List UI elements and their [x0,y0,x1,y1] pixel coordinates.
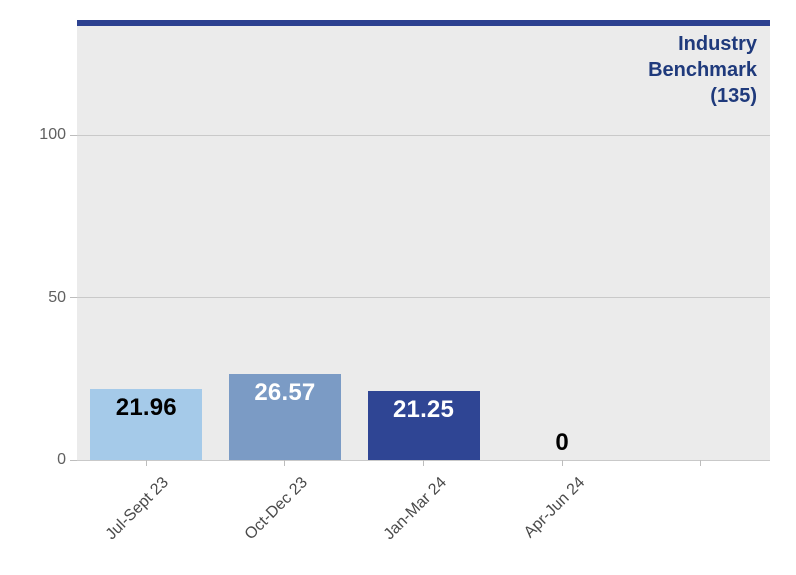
gridline-50 [77,297,770,298]
benchmark-label-line: (135) [710,85,757,107]
bar-jul-sept-23 [90,388,203,460]
x-axis-label: Oct-Dec 23 [241,474,311,544]
benchmark-label-line: Industry [678,33,757,55]
x-axis-label: Jan-Mar 24 [380,474,450,544]
x-axis-tick [561,460,563,466]
bar-jan-mar-24 [367,390,480,460]
x-axis-label: Apr-Jun 24 [520,474,589,542]
bar-value-label: 0 [555,429,569,456]
benchmark-line [77,20,770,26]
benchmark-label: Industry Benchmark (135) [648,31,757,109]
y-axis-tick [70,134,77,136]
x-axis-tick [700,460,702,466]
bar-value-label: 26.57 [254,378,316,406]
y-axis-tick-label: 50 [48,288,66,306]
benchmark-label-line: Benchmark [648,59,757,81]
bar-value-label: 21.25 [392,395,455,423]
x-axis-tick [423,460,424,466]
x-axis-tick [145,460,147,466]
y-axis-tick [70,459,77,461]
y-axis-tick-label: 0 [57,451,66,468]
y-axis-tick-label: 100 [39,126,66,143]
y-axis-tick [70,297,77,298]
gridline-100 [77,134,770,136]
plot-area [77,26,770,460]
bar-value-label: 21.96 [115,393,177,421]
x-axis-tick [284,460,286,466]
x-axis-label: Jul-Sept 23 [103,474,173,544]
bar-oct-dec-23 [228,373,341,460]
